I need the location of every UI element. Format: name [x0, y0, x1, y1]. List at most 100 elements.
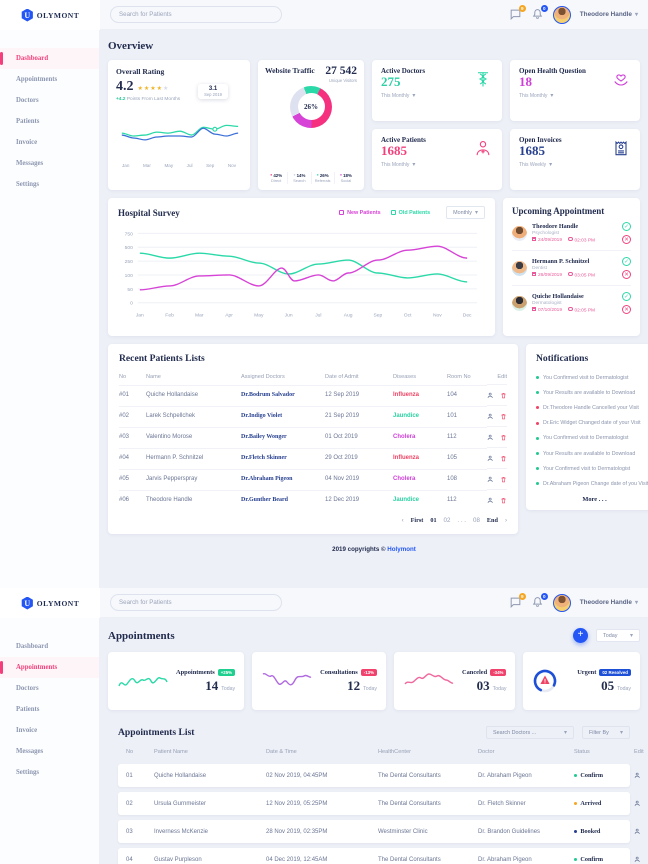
- page-end[interactable]: End: [486, 517, 498, 524]
- period-select[interactable]: This Monthly: [519, 92, 631, 99]
- sidebar-item-messages[interactable]: Messages: [16, 748, 44, 755]
- sidebar-item-doctors[interactable]: Doctors: [16, 97, 39, 104]
- notifications-more-link[interactable]: More . . .: [582, 495, 607, 503]
- delete-icon[interactable]: [500, 497, 507, 504]
- accept-button[interactable]: [622, 257, 631, 266]
- messages-button[interactable]: 9: [509, 593, 526, 609]
- logo-icon: U: [21, 8, 33, 22]
- stat-sub: Today: [363, 685, 377, 692]
- x-label: Sep: [206, 163, 215, 168]
- sidebar-item-settings[interactable]: Settings: [16, 769, 40, 776]
- edit-user-icon[interactable]: [487, 497, 494, 504]
- period-select[interactable]: Today: [596, 629, 640, 642]
- edit-user-icon[interactable]: [487, 413, 494, 420]
- search-input[interactable]: [110, 594, 282, 611]
- survey-period-select[interactable]: Monthly: [446, 206, 485, 219]
- sidebar-item-dashboard[interactable]: Dashboard: [16, 643, 49, 650]
- page-next[interactable]: ›: [504, 517, 507, 524]
- cell-doctor[interactable]: Dr.Fletch Skinner: [241, 447, 325, 468]
- sidebar-item-patients[interactable]: Patients: [16, 706, 40, 713]
- logo[interactable]: U OLYMONT: [0, 0, 100, 30]
- accept-button[interactable]: [622, 292, 631, 301]
- edit-user-icon[interactable]: [634, 772, 641, 779]
- stat-label: Appointments: [176, 668, 215, 676]
- legend-new-patients[interactable]: New Patients: [339, 210, 381, 216]
- svg-text:Oct: Oct: [404, 313, 412, 319]
- status-dot: [536, 467, 539, 471]
- period-label: This Weekly: [519, 161, 547, 168]
- clock-icon: [568, 306, 573, 312]
- user-avatar[interactable]: [552, 5, 571, 24]
- user-menu[interactable]: Theodore Handle: [580, 11, 638, 18]
- legend-old-patients[interactable]: Old Patients: [390, 210, 430, 216]
- cell-doctor: Dr. Abraham Pigeon: [478, 772, 532, 779]
- sidebar-item-invoice[interactable]: Invoice: [16, 727, 38, 734]
- period-select[interactable]: This Weekly: [519, 161, 631, 168]
- add-appointment-button[interactable]: [573, 628, 588, 643]
- period-select[interactable]: This Monthly: [381, 161, 493, 168]
- appointments-stat-card: Appointments +25% 14 Today: [108, 652, 245, 710]
- delete-icon[interactable]: [500, 413, 507, 420]
- cell-doctor[interactable]: Dr.Abraham Pigeon: [241, 468, 325, 489]
- sidebar-item-dashboard[interactable]: Dashboard: [0, 48, 99, 69]
- decline-button[interactable]: [622, 270, 631, 279]
- logo[interactable]: U OLYMONT: [0, 588, 100, 618]
- sidebar-item-patients[interactable]: Patients: [16, 118, 40, 125]
- decline-button[interactable]: [622, 305, 631, 314]
- old-patients-line: [139, 252, 468, 283]
- decline-button[interactable]: [622, 235, 631, 244]
- survey-title: Hospital Survey: [118, 207, 180, 218]
- appointment-date: 07/10/2019: [532, 307, 562, 313]
- messages-button[interactable]: 9: [509, 5, 526, 21]
- sidebar-item-doctors[interactable]: Doctors: [16, 685, 39, 692]
- sidebar-item-appointments[interactable]: Appointments: [16, 76, 58, 83]
- upcoming-appointment-card: Upcoming Appointment Theodore Handle Psy…: [503, 198, 640, 336]
- edit-user-icon[interactable]: [487, 434, 494, 441]
- stat-label: Consultations: [320, 668, 358, 676]
- delete-icon[interactable]: [500, 392, 507, 399]
- copyright-link[interactable]: Holymont: [387, 546, 416, 553]
- top-bar: 9 0 Theodore Handle: [100, 0, 648, 30]
- delete-icon[interactable]: [500, 434, 507, 441]
- user-menu[interactable]: Theodore Handle: [580, 599, 638, 606]
- page-prev[interactable]: ‹: [401, 517, 404, 524]
- edit-user-icon[interactable]: [487, 455, 494, 462]
- period-label: This Monthly: [519, 92, 548, 99]
- filter-by-select[interactable]: Filter By: [582, 726, 630, 739]
- cell-doctor[interactable]: Dr.Bailey Wonger: [241, 426, 325, 447]
- col-header: Diseases: [393, 374, 417, 380]
- page-8[interactable]: 08: [473, 517, 480, 524]
- sidebar-item-settings[interactable]: Settings: [16, 181, 40, 188]
- notifications-button[interactable]: 0: [531, 593, 548, 609]
- checkbox-icon: [390, 210, 396, 215]
- sidebar-item-invoice[interactable]: Invoice: [16, 139, 38, 146]
- cell-healthcenter: Westminster Clinic: [378, 828, 428, 835]
- cell-doctor[interactable]: Dr.Indigo Violet: [241, 405, 325, 426]
- sidebar-item-appointments[interactable]: Appointments: [0, 657, 99, 678]
- delete-icon[interactable]: [500, 476, 507, 483]
- edit-user-icon[interactable]: [634, 828, 641, 835]
- period-select[interactable]: This Monthly: [381, 92, 493, 99]
- page-1[interactable]: 01: [430, 517, 437, 524]
- notification-item: Dr.Theodore Handle Cancelled your Visit: [536, 400, 648, 415]
- user-name: Theodore Handle: [579, 599, 632, 606]
- search-doctors-select[interactable]: Search Doctors ...: [486, 726, 574, 739]
- edit-user-icon[interactable]: [487, 392, 494, 399]
- page-first[interactable]: First: [410, 517, 424, 524]
- cell-doctor[interactable]: Dr.Gunther Beard: [241, 489, 325, 510]
- search-input[interactable]: [110, 6, 282, 23]
- edit-user-icon[interactable]: [487, 476, 494, 483]
- user-avatar[interactable]: [552, 593, 571, 612]
- edit-user-icon[interactable]: [634, 800, 641, 807]
- edit-user-icon[interactable]: [634, 856, 641, 863]
- legend-label: Direct: [271, 178, 282, 183]
- cell-doctor[interactable]: Dr.Bodrum Salvador: [241, 384, 325, 405]
- sidebar-item-messages[interactable]: Messages: [16, 160, 44, 167]
- accept-button[interactable]: [622, 222, 631, 231]
- notifications-button[interactable]: 0: [531, 5, 548, 21]
- delete-icon[interactable]: [500, 455, 507, 462]
- user-name: Theodore Handle: [579, 11, 632, 18]
- status-dot: [574, 773, 578, 778]
- open-invoices-card: Open Invoices 1685 This Weekly: [510, 129, 640, 190]
- page-2[interactable]: 02: [443, 517, 451, 524]
